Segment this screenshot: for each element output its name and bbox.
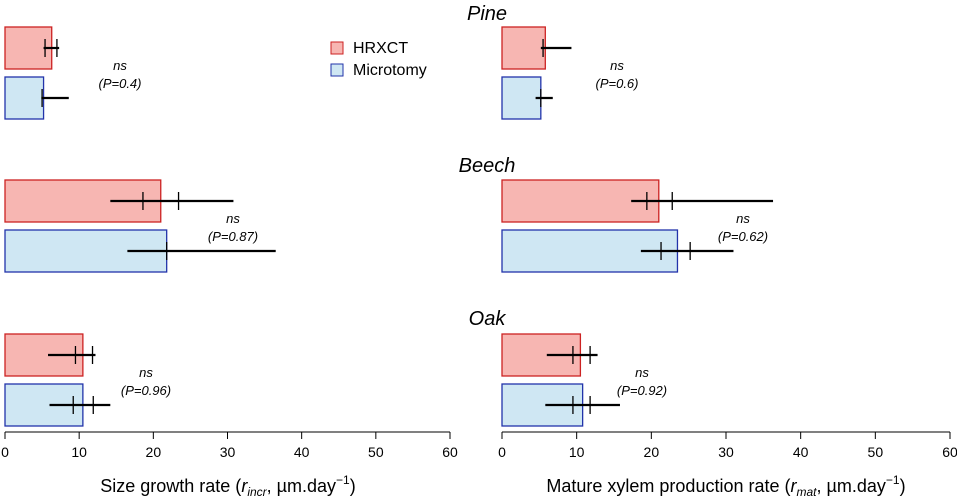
bar-right-pine-hrxct bbox=[501, 26, 546, 70]
ns-label-right-beech: ns bbox=[736, 211, 750, 226]
p-value-right-beech: (P=0.62) bbox=[718, 229, 768, 244]
species-title-beech: Beech bbox=[459, 155, 516, 177]
x-tick-label-left-0: 0 bbox=[1, 444, 9, 460]
bar-right-pine-microtomy bbox=[501, 76, 542, 120]
axes-layer bbox=[4, 431, 951, 439]
x-tick-label-left-40: 40 bbox=[294, 444, 310, 460]
legend-swatch-hrxct bbox=[330, 41, 344, 55]
x-tick-label-right-20: 20 bbox=[644, 444, 660, 460]
ns-label-left-oak: ns bbox=[139, 365, 153, 380]
x-tick-label-right-30: 30 bbox=[718, 444, 734, 460]
bar-left-pine-microtomy bbox=[4, 76, 45, 120]
x-axis-label-right: Mature xylem production rate (rmat, µm.d… bbox=[546, 473, 905, 499]
x-tick-label-left-30: 30 bbox=[220, 444, 236, 460]
p-value-right-pine: (P=0.6) bbox=[596, 76, 639, 91]
p-value-left-beech: (P=0.87) bbox=[208, 229, 258, 244]
x-tick-label-left-60: 60 bbox=[442, 444, 458, 460]
species-title-pine: Pine bbox=[467, 3, 507, 25]
x-axis-label-left: Size growth rate (rincr, µm.day−1) bbox=[100, 473, 355, 499]
x-tick-label-left-50: 50 bbox=[368, 444, 384, 460]
legend-label-hrxct: HRXCT bbox=[353, 40, 408, 57]
x-tick-label-right-50: 50 bbox=[868, 444, 884, 460]
ns-label-right-oak: ns bbox=[635, 365, 649, 380]
ns-label-left-beech: ns bbox=[226, 211, 240, 226]
x-tick-label-right-40: 40 bbox=[793, 444, 809, 460]
legend-label-microtomy: Microtomy bbox=[353, 62, 427, 79]
x-tick-label-left-20: 20 bbox=[146, 444, 162, 460]
x-tick-label-right-0: 0 bbox=[498, 444, 506, 460]
x-tick-label-left-10: 10 bbox=[71, 444, 87, 460]
legend: HRXCT Microtomy bbox=[330, 40, 427, 79]
x-tick-label-right-10: 10 bbox=[569, 444, 585, 460]
p-value-left-oak: (P=0.96) bbox=[121, 383, 171, 398]
ns-label-right-pine: ns bbox=[610, 58, 624, 73]
bars-layer bbox=[4, 26, 774, 427]
x-tick-label-right-60: 60 bbox=[942, 444, 957, 460]
labels-layer: ns (P=0.4) ns (P=0.87) ns (P=0.96) 0 10 20 30 40 50… bbox=[1, 58, 957, 460]
ns-label-left-pine: ns bbox=[113, 58, 127, 73]
legend-swatch-microtomy bbox=[330, 63, 344, 77]
p-value-left-pine: (P=0.4) bbox=[99, 76, 142, 91]
p-value-right-oak: (P=0.92) bbox=[617, 383, 667, 398]
species-title-oak: Oak bbox=[469, 308, 507, 330]
